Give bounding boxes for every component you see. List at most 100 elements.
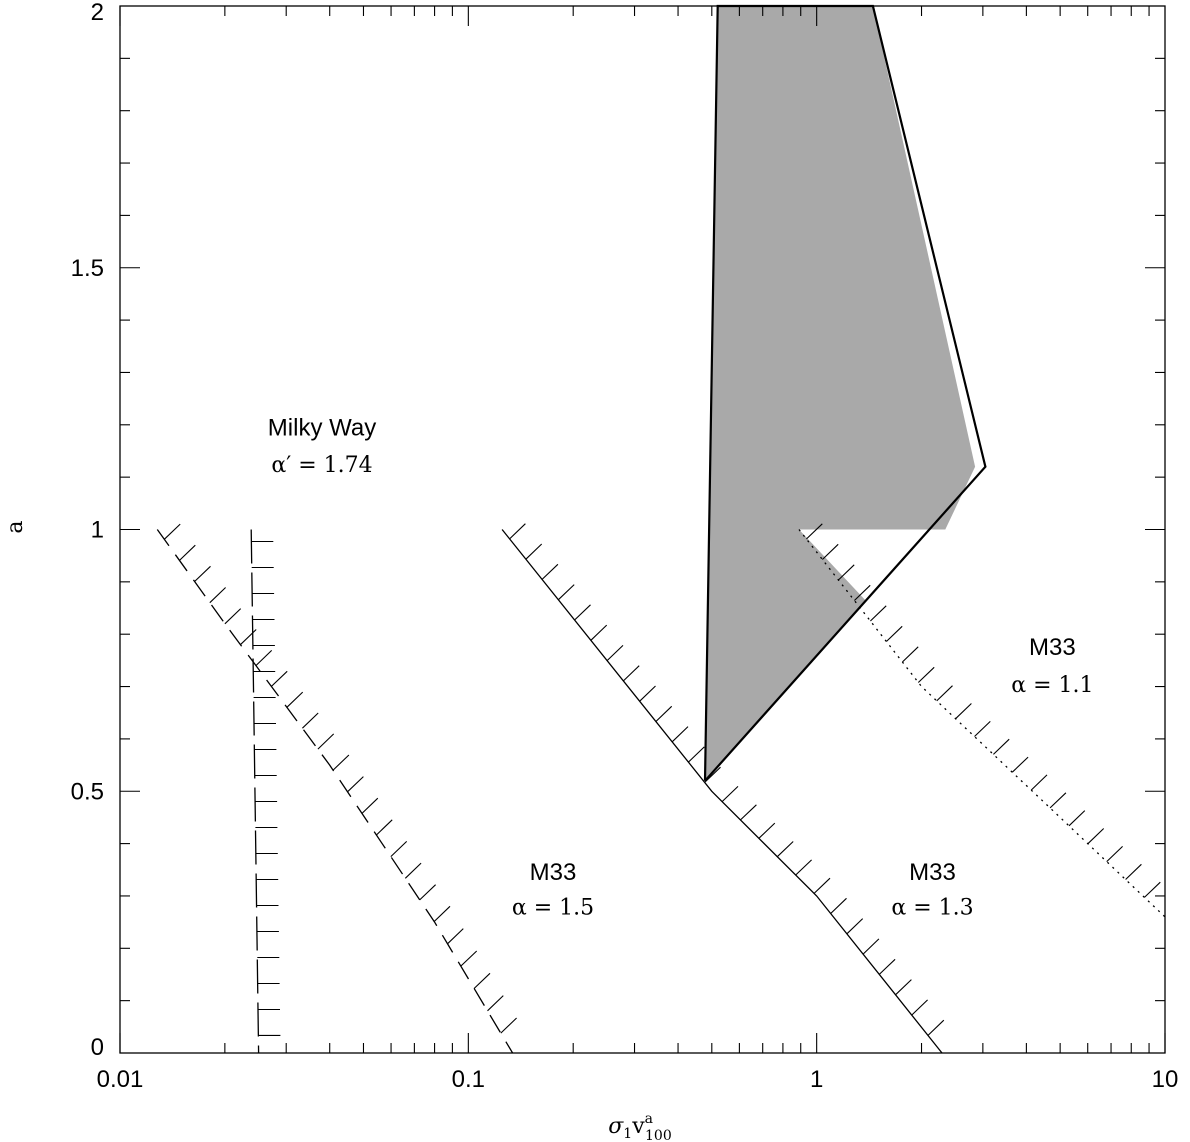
hatch-mark-m33_11 — [974, 721, 991, 737]
hatch-mark-m33_13 — [795, 859, 812, 876]
hatch-mark-m33_11 — [936, 685, 953, 702]
hatch-mark-m33_13 — [776, 841, 794, 858]
y-tick-label: 0 — [91, 1034, 104, 1061]
hatch-mark-m33_15 — [209, 587, 226, 604]
hatch-mark-m33_13 — [830, 897, 847, 914]
hatch-mark-m33_13 — [655, 705, 673, 722]
hatch-mark-m33_15 — [271, 670, 288, 687]
plot-frame — [119, 5, 1166, 1054]
hatch-mark-m33_11 — [902, 646, 919, 663]
hatch-mark-m33_11 — [955, 703, 972, 720]
hatch-mark-m33_11 — [822, 543, 839, 560]
x-tick-label: 0.1 — [452, 1066, 485, 1093]
hatch-mark-m33_13 — [671, 726, 689, 743]
annotation-m33_11_alpha: α = 1.1 — [1011, 673, 1093, 698]
x-tick-label: 10 — [1152, 1066, 1179, 1093]
hatch-mark-m33_15 — [224, 608, 242, 625]
x-axis-label-base: σ — [608, 1114, 624, 1139]
hatch-mark-m33_13 — [590, 624, 608, 641]
hatch-mark-m33_11 — [1144, 881, 1161, 898]
hatch-mark-m33_15 — [317, 733, 335, 750]
hatch-mark-m33_11 — [1125, 863, 1142, 880]
hatch-mark-m33_13 — [623, 665, 640, 682]
hatch-mark-m33_13 — [558, 584, 575, 601]
annotation-mw_alpha: α′ = 1.74 — [271, 453, 372, 478]
hatch-mark-m33_15 — [302, 712, 319, 729]
hatch-mark-m33_13 — [911, 999, 928, 1016]
hatch-mark-m33_13 — [704, 766, 721, 783]
hatch-mark-m33_13 — [758, 822, 776, 839]
y-tick-label: 1 — [91, 517, 104, 544]
hatch-mark-m33_13 — [688, 746, 705, 763]
hatch-mark-m33_15 — [361, 797, 379, 814]
x-axis-label-sup: a — [645, 1111, 653, 1127]
hatch-mark-m33_11 — [1087, 828, 1105, 845]
curve-line-mw — [250, 529, 260, 1054]
x-axis-label-sub2: 100 — [645, 1128, 672, 1142]
hatch-mark-m33_11 — [1068, 810, 1086, 827]
hatch-mark-m33_15 — [347, 776, 364, 793]
hatch-mark-m33_15 — [194, 565, 211, 582]
hatch-mark-m33_13 — [878, 958, 896, 975]
hatch-mark-m33_15 — [376, 819, 393, 836]
hatch-mark-m33_13 — [606, 645, 624, 661]
y-axis-label: a — [3, 520, 28, 533]
annotation-m33_13_name: M33 — [909, 859, 956, 886]
hatch-mark-m33_11 — [854, 584, 871, 601]
hatch-mark-m33_15 — [500, 1017, 517, 1034]
annotation-m33_13_alpha: α = 1.3 — [891, 895, 973, 920]
hatch-mark-m33_13 — [639, 685, 656, 702]
hatch-mark-m33_13 — [740, 804, 757, 821]
hatch-mark-m33_15 — [163, 523, 181, 540]
curve-m33_13 — [501, 523, 945, 1054]
y-tick-label: 1.5 — [71, 255, 104, 282]
shaded-region-fill — [705, 6, 976, 781]
hatch-mark-m33_15 — [447, 928, 464, 945]
x-tick-label: 0.01 — [97, 1066, 144, 1093]
hatch-mark-m33_13 — [721, 786, 739, 802]
annotation-m33_11_name: M33 — [1029, 634, 1076, 661]
curve-mw — [250, 529, 281, 1054]
hatch-mark-m33_11 — [1011, 756, 1029, 773]
hatch-mark-m33_11 — [886, 625, 903, 642]
curve-m33_15 — [156, 523, 517, 1054]
x-axis-label-mid: v — [631, 1114, 645, 1139]
hatch-mark-m33_13 — [525, 543, 543, 560]
hatch-mark-m33_15 — [390, 841, 408, 857]
hatch-mark-m33_11 — [917, 666, 935, 683]
annotations: Milky Way α′ = 1.74 M33 α = 1.5 M33 α = 1.3 M3… — [268, 414, 1094, 920]
annotation-m33_15_name: M33 — [530, 859, 577, 886]
curve-line-m33_15 — [156, 529, 514, 1054]
x-axis-ticks: 0.01 0.1 1 10 — [97, 6, 1179, 1093]
plot-border — [119, 5, 1166, 1054]
hatch-mark-m33_15 — [473, 972, 491, 989]
x-axis-label-sub1: 1 — [623, 1126, 632, 1142]
hatch-mark-m33_13 — [927, 1019, 945, 1036]
hatch-mark-m33_15 — [240, 629, 257, 646]
hatch-mark-m33_15 — [286, 691, 304, 708]
hatch-mark-m33_15 — [255, 650, 273, 666]
shaded-region — [703, 4, 987, 782]
hatch-mark-m33_11 — [993, 738, 1010, 755]
annotation-m33_15_alpha: α = 1.5 — [512, 895, 594, 920]
hatch-mark-m33_15 — [487, 995, 504, 1012]
hatch-mark-m33_13 — [846, 918, 864, 935]
curve-m33_11 — [798, 523, 1166, 918]
hatch-mark-m33_15 — [433, 905, 451, 922]
x-tick-label: 1 — [810, 1066, 823, 1093]
hatch-mark-m33_13 — [574, 604, 591, 621]
hatch-mark-m33_11 — [838, 564, 855, 581]
y-tick-label: 2 — [91, 0, 104, 26]
hatch-mark-m33_13 — [509, 523, 526, 540]
hatch-mark-m33_11 — [1030, 774, 1048, 791]
hatch-mark-m33_13 — [541, 563, 559, 580]
hatch-mark-m33_11 — [870, 605, 887, 622]
hatch-mark-m33_11 — [806, 523, 823, 540]
hatch-mark-m33_13 — [895, 979, 912, 996]
hatch-mark-m33_13 — [813, 877, 831, 894]
hatch-mark-m33_15 — [179, 544, 196, 561]
hatch-mark-m33_13 — [862, 938, 880, 955]
hatch-mark-m33_11 — [1106, 846, 1123, 862]
y-axis-ticks: 0 0.5 1 1.5 2 — [71, 0, 1165, 1061]
